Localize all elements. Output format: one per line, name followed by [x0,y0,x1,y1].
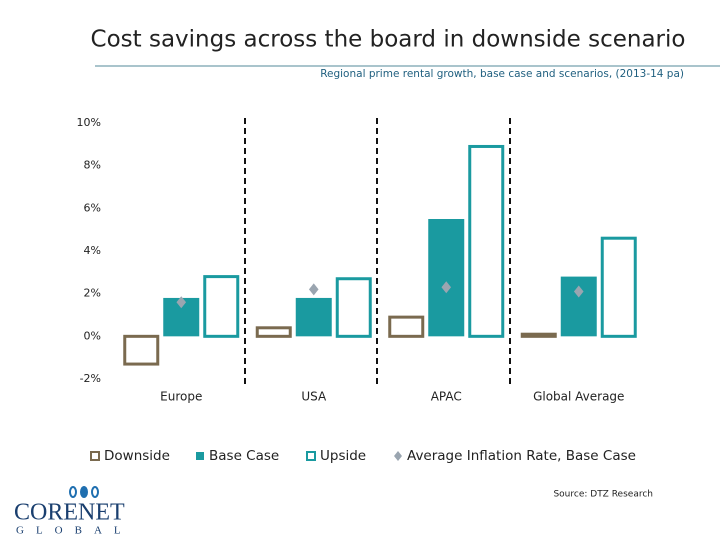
separators [244,118,511,385]
inflation-marker [441,281,452,294]
legend-swatch [196,452,204,460]
bar [255,326,292,338]
chart-subtitle: Regional prime rental growth, base case … [320,68,684,80]
y-tick-label: 0% [84,329,101,342]
source-note: Source: DTZ Research [553,490,653,500]
bar [203,275,240,338]
y-tick-label: 6% [84,201,101,214]
y-tick-label: 2% [84,287,101,300]
legend-label: Average Inflation Rate, Base Case [407,448,636,464]
legend-swatch [394,451,402,461]
logo-mark [80,486,88,498]
bar [520,332,557,338]
inflation-marker [573,285,584,298]
y-tick-label: -2% [80,372,101,385]
logo-mark [69,486,77,498]
legend-swatch [306,451,316,461]
x-tick-label: Global Average [533,390,624,404]
x-tick-label: USA [301,390,327,404]
inflation-marker [176,296,187,309]
bar [335,277,372,338]
logo-name: CORENET [14,500,125,526]
legend-label: Downside [104,448,170,464]
bar [295,297,332,337]
legend-label: Upside [320,448,366,464]
y-tick-label: 8% [84,159,101,172]
bar [388,315,425,338]
logo: CORENET GLOBAL [14,486,133,537]
legend-swatch [90,451,100,461]
inflation-marker [308,283,319,296]
x-tick-label: Europe [160,390,202,404]
logo-sub: GLOBAL [16,525,133,537]
logo-mark [91,486,99,498]
bar [600,236,637,338]
legend-label: Base Case [209,448,279,464]
y-tick-label: 10% [77,116,101,129]
bar [123,334,160,366]
slide-title: Cost savings across the board in downsid… [91,27,686,53]
bar [468,144,505,338]
y-tick-label: 4% [84,244,101,257]
x-tick-label: APAC [431,390,462,404]
bar [428,219,465,337]
